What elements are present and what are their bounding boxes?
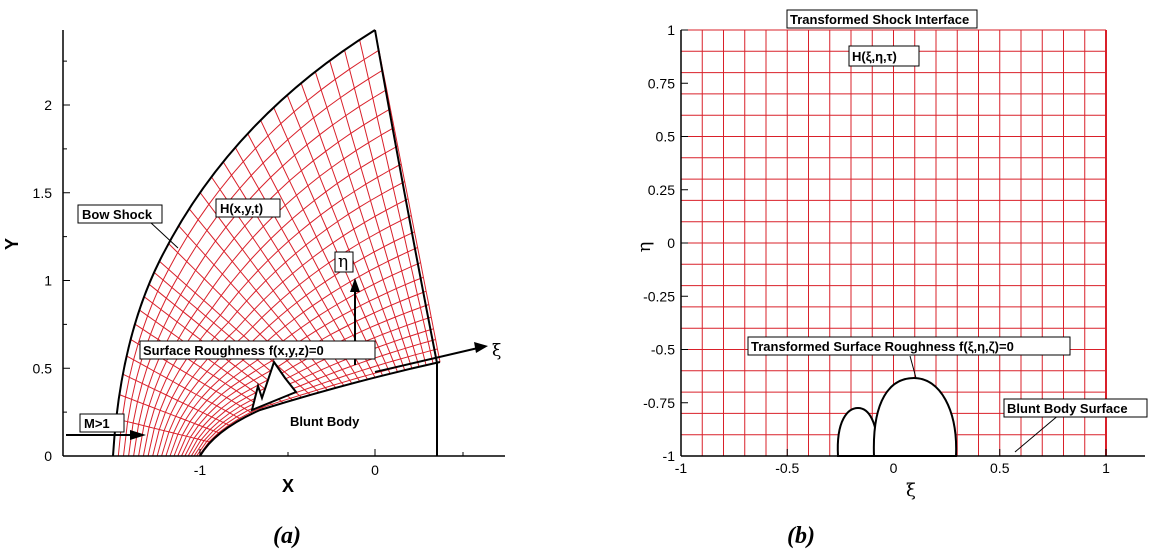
mesh-line-radial <box>260 119 384 376</box>
mach-label-box <box>79 413 125 433</box>
bow-shock-curve <box>112 29 376 457</box>
xi-arrow <box>374 347 479 373</box>
mesh-line-tangential <box>152 181 405 457</box>
bow-shock-label: Bow Shock <box>82 207 153 222</box>
roughness-leader <box>909 355 917 379</box>
panel-a-x-tick-label: 0 <box>371 462 379 478</box>
mesh-line-tangential <box>138 127 395 457</box>
panel-b-x-tick-label: -1 <box>675 460 688 476</box>
roughness-bump <box>250 359 298 412</box>
mesh-line-tangential <box>156 198 409 457</box>
grid-function-label-box <box>215 198 281 218</box>
panel-b-x-tick-label: 0 <box>890 460 898 476</box>
panel-b-x-tick-label: 0.5 <box>990 460 1010 476</box>
mesh-line-tangential <box>193 339 436 457</box>
panel-b-ylabel: η <box>634 242 655 253</box>
panel-b-grid-function-label: H(ξ,η,τ) <box>852 49 897 64</box>
roughness-label: Surface Roughness f(x,y,z)=0 <box>143 343 324 358</box>
mesh-line-tangential <box>190 328 434 457</box>
panel-b-xlabel: ξ <box>906 480 916 501</box>
panel-b-axes: -1 -0.5 0 0.5 1 1 0.75 0.5 0.25 0 -0.25 -0.5 -0.75 -1 <box>643 22 1145 476</box>
blunt-body-label: Blunt Body <box>290 414 360 429</box>
panel-b-x-tick-label: -0.5 <box>775 460 799 476</box>
panel-a-ylabel: Y <box>2 238 22 250</box>
bow-shock-label-box <box>77 204 163 224</box>
panel-b: -1 -0.5 0 0.5 110.750.50.250-0.25-0.5-0.75-1… <box>634 9 1148 549</box>
panel-b-y-tick-label: 0.5 <box>656 129 676 145</box>
mesh-line-tangential <box>198 356 440 457</box>
panel-b-roughness-box <box>747 336 1071 356</box>
panel-b-y-tick-label: 1 <box>667 22 675 38</box>
panel-b-x-tick-label: 1 <box>1102 460 1110 476</box>
mesh-line-tangential <box>165 231 415 457</box>
eta-label: η <box>338 252 348 272</box>
panel-b-title-box <box>786 9 978 29</box>
panel-b-body-surface-box <box>1003 398 1148 418</box>
bow-shock-leader <box>149 221 179 249</box>
freestream-arrowhead <box>130 430 146 440</box>
mesh-line-tangential <box>161 215 412 457</box>
mesh-line-tangential <box>112 29 376 457</box>
mesh-line-radial <box>159 260 311 396</box>
panel-a-xlabel: X <box>282 476 294 496</box>
panel-b-caption: (b) <box>787 523 815 549</box>
panel-a-y-tick-label: 1 <box>44 273 52 289</box>
panel-b-y-tick-label: -0.5 <box>651 342 675 358</box>
panel-a-y-tick-label: 0.5 <box>33 360 53 376</box>
mesh-line-tangential <box>147 163 402 457</box>
mesh-line-radial <box>178 225 328 391</box>
panel-a-axes: -1 0 0 0.5 1 1.5 2 <box>33 30 505 478</box>
mesh-line-tangential <box>187 316 432 457</box>
panel-b-body-surface-label: Blunt Body Surface <box>1007 401 1128 416</box>
eta-label-box <box>334 251 354 273</box>
mesh-line-tangential <box>133 108 391 457</box>
roughness-label-box <box>139 340 376 360</box>
panel-a-y-tick-label: 2 <box>44 97 52 113</box>
mesh-line-tangential <box>173 262 421 457</box>
panel-b-y-tick-label: -0.75 <box>643 395 675 411</box>
mach-label: M>1 <box>84 416 110 431</box>
panel-b-y-tick-label: -0.25 <box>643 288 675 304</box>
xi-label: ξ <box>492 341 501 361</box>
body-surface-leader <box>1014 413 1061 453</box>
panel-b-ticks: -1 -0.5 0 0.5 1 1 0.75 0.5 0.25 0 -0.25 -0.5 -0.75 -1 <box>643 22 1110 476</box>
panel-b-grid-function-box <box>848 45 920 67</box>
panel-a: -1 0 0 0.5 1 1.5 2 Bow Shock H(x,y,t) η ξ Surf… <box>2 29 505 549</box>
mesh-line-tangential <box>169 247 418 457</box>
panel-a-mesh <box>112 29 441 457</box>
panel-a-y-tick-label: 0 <box>44 448 52 464</box>
large-roughness-bump <box>872 376 958 457</box>
mesh-line-tangential <box>196 348 438 457</box>
eta-arrowhead <box>350 278 360 292</box>
panel-b-y-tick-label: 0.25 <box>648 182 675 198</box>
grid-function-label: H(x,y,t) <box>220 201 263 216</box>
mesh-line-radial <box>286 94 398 373</box>
panel-b-y-tick-label: 0.75 <box>648 75 675 91</box>
mesh-line-tangential <box>117 49 380 457</box>
mesh-line-radial <box>314 71 413 369</box>
xi-arrowhead <box>474 342 488 353</box>
shock-outflow-boundary <box>374 29 438 364</box>
mesh-line-tangential <box>142 145 398 457</box>
panel-a-ticks: -1 0 0 0.5 1 1.5 2 <box>33 60 464 478</box>
mesh-line-radial <box>122 373 231 427</box>
panel-b-y-tick-label: -1 <box>663 448 676 464</box>
panel-a-y-tick-label: 1.5 <box>33 185 53 201</box>
panel-a-caption: (a) <box>273 523 301 549</box>
blunt-body-surface <box>199 361 441 457</box>
panel-a-x-tick-label: -1 <box>194 462 207 478</box>
panel-b-title: Transformed Shock Interface <box>790 12 969 27</box>
panel-b-y-tick-label: 0 <box>667 235 675 251</box>
panel-b-roughness-label: Transformed Surface Roughness f(ξ,η,ζ)=0 <box>751 339 1014 354</box>
